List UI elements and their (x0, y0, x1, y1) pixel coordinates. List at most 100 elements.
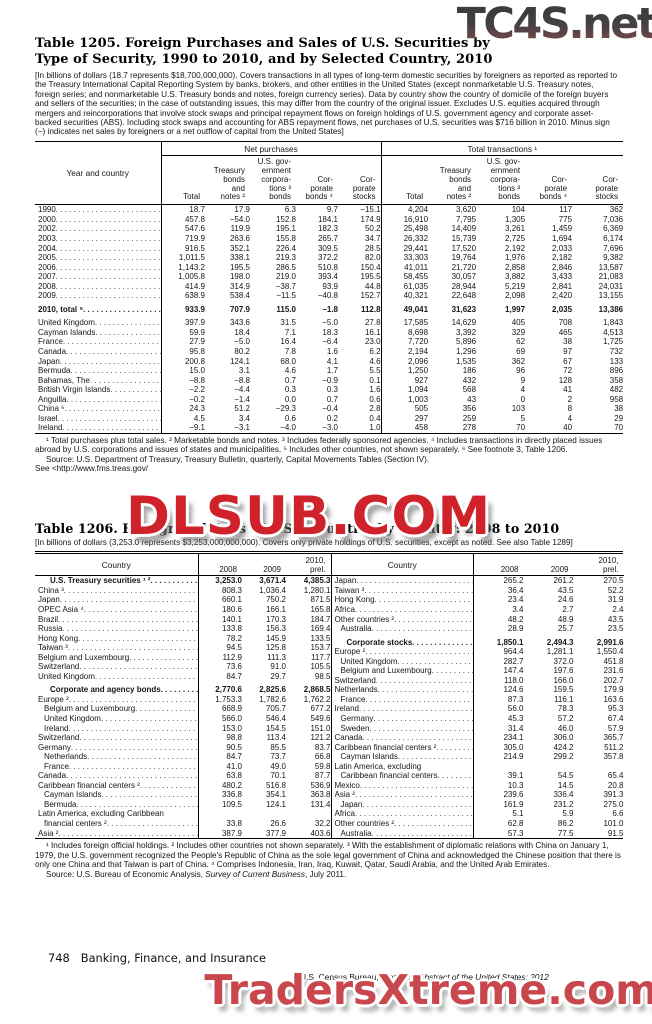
row-label: Sweden (331, 723, 474, 734)
table-row: Ireland −9.1 −3.1 −4.0 −3.01.0 458 278 70 40 70 (35, 423, 624, 434)
cell-value: 7,696 (603, 243, 624, 253)
table-row: Europe ² 964.4 1,281.1 1,550.4 (331, 647, 624, 657)
cell-value: 50.2 (338, 224, 382, 235)
row-label: China ⁶ (35, 404, 162, 414)
col-header-country: Country (331, 554, 474, 577)
dot-leader (369, 724, 472, 734)
row-label: Netherlands (331, 685, 474, 695)
col-header-total: Total (161, 155, 205, 206)
source-suffix: , July 2011. (304, 869, 347, 879)
cell-value: −0.4 (322, 404, 338, 414)
cell-value: 73.6 (226, 662, 242, 672)
dot-leader (378, 685, 473, 695)
cell-value: 54.5 (557, 771, 574, 781)
dot-leader (437, 771, 472, 781)
table-row: Corporate stocks 1,850.1 2,494.3 2,991.6 (331, 633, 624, 648)
row-label: 2005 (35, 253, 162, 263)
dot-leader (394, 819, 472, 829)
cell-value: 2.4 (612, 605, 624, 614)
row-label: 2004 (35, 243, 162, 254)
cell-value: 668.9 (221, 704, 242, 714)
table-row: Anguilla −0.2 −1.4 0.0 0.70.6 1,003 43 0 2 958 (35, 394, 623, 405)
cell-value: 1,725 (603, 337, 624, 347)
col-header-corporate-bonds: Cor- porate bonds ⁴ (296, 155, 338, 206)
table-row: United Kingdom 282.7 372.0 451.8 (331, 656, 624, 667)
source-publication: Survey of Current Business (205, 869, 305, 879)
cell-value: 263.6 (229, 234, 250, 244)
cell-value: 299.2 (553, 752, 574, 762)
row-label: U.S. Treasury securities ¹ ² (35, 575, 199, 586)
dot-leader (64, 586, 197, 596)
cell-value: 70 (614, 423, 624, 433)
watermark-tradersxtreme: TradersXtreme.com (204, 966, 652, 1014)
cell-value: 3,882 (505, 272, 526, 282)
cell-value: 45.3 (507, 714, 524, 724)
dot-leader (83, 305, 160, 315)
cell-value: −6.4 (322, 337, 338, 347)
cell-value: 1,997 (505, 304, 526, 314)
header-sub-row: Total Treasury bonds and notes ² U.S. go… (35, 155, 624, 206)
dot-leader (373, 714, 472, 724)
cell-value: 3,620 (456, 205, 477, 215)
table-row: Asia ² 387.9 377.9 403.6 (35, 828, 331, 839)
dot-leader (394, 615, 472, 625)
row-label: Switzerland (35, 733, 199, 743)
cell-value: 41,011 (404, 262, 429, 272)
cell-value (242, 809, 286, 819)
cell-value: 163.6 (603, 694, 624, 704)
cell-value: 403.6 (310, 828, 331, 838)
cell-value: 30,057 (451, 272, 477, 282)
row-label: Taiwan ³ (35, 643, 199, 653)
cell-value: 2.7 (562, 605, 574, 614)
cell-value: 66.8 (314, 752, 331, 762)
cell-value: 6,174 (603, 234, 624, 244)
table-row: Switzerland 118.0 166.0 202.7 (331, 675, 624, 686)
dot-leader (62, 423, 160, 433)
dot-leader (63, 337, 160, 347)
cell-value: 391.3 (603, 790, 624, 800)
cell-value: 38 (563, 337, 573, 347)
cell-value: 86.2 (557, 819, 574, 829)
cell-value: 275.0 (603, 799, 624, 809)
table-row: 2008 414.9 314.9 −38.7 93.944.8 61,035 28,944 5… (35, 281, 623, 292)
row-label: Asia ² (331, 790, 474, 800)
table-row: Other countries ² 62.8 86.2 101.0 (331, 819, 624, 829)
cell-value: 14,409 (451, 224, 477, 234)
table-row: 1990 18.7 17.9 6.3 9.7−15.1 4,204 3,620 104 117 3… (35, 204, 623, 215)
cell-value: 22,648 (451, 291, 477, 301)
cell-value: 4,204 (408, 205, 429, 215)
cell-value: −40.8 (317, 291, 338, 301)
cell-value: 707.9 (229, 304, 250, 314)
cell-value: 24.3 (189, 404, 205, 414)
dot-leader (56, 215, 160, 225)
cell-value: 8 (567, 404, 573, 414)
cell-value: 180.6 (221, 605, 242, 614)
cell-value: 44.8 (338, 281, 382, 292)
cell-value: 65.4 (607, 771, 624, 781)
cell-value: 566.0 (221, 714, 242, 724)
cell-value: −54.0 (229, 214, 250, 224)
cell-value: 377.9 (265, 828, 286, 838)
cell-value: 59.8 (314, 761, 331, 771)
dot-leader (79, 662, 197, 672)
dot-leader (56, 272, 160, 282)
cell-value: 0.6 (338, 394, 382, 405)
cell-value: −8.8 (234, 375, 250, 385)
dot-leader (56, 205, 160, 215)
cell-value: 202.7 (603, 675, 624, 685)
cell-value: 98.8 (226, 733, 242, 743)
table-row: China ⁶ 24.3 51.2 −29.3 −0.42.8 505 356 103 8 38 (35, 404, 623, 414)
cell-value: 2,096 (408, 356, 429, 366)
cell-value: 270.5 (603, 576, 624, 586)
table-row: Belgium and Luxembourg 668.9 705.7 677.2 (35, 704, 331, 715)
row-label: Switzerland (35, 662, 199, 672)
cell-value: 363.8 (310, 790, 331, 800)
cell-value: 131.4 (310, 799, 331, 809)
cell-value: 112.9 (222, 652, 242, 662)
page-number: 748 (48, 951, 70, 965)
row-label: Caribbean financial centers ² (35, 780, 199, 791)
row-label: Japan (35, 356, 162, 367)
table-row: Europe ² 1,753.3 1,782.6 1,762.2 (35, 694, 331, 705)
cell-value: 195.1 (275, 224, 296, 234)
table-row: financial centers ² 33.8 26.6 32.2 (35, 819, 331, 829)
